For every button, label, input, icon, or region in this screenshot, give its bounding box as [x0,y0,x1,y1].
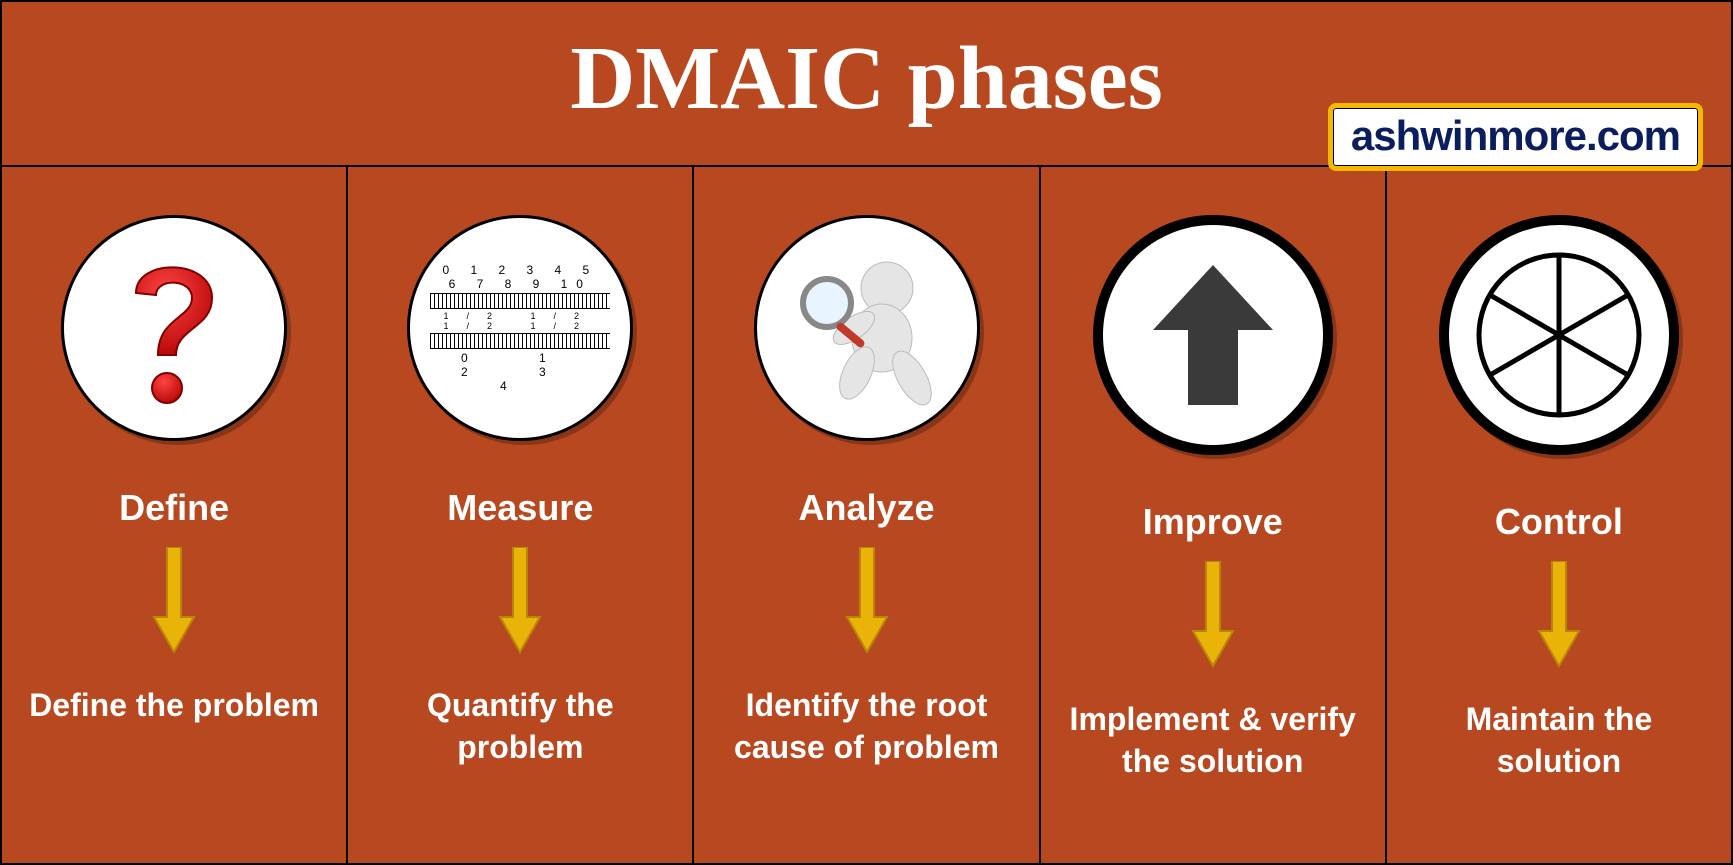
ruler-ticks [430,293,610,309]
phase-description: Implement & verify the solution [1041,699,1385,782]
page-title: DMAIC phases [570,27,1163,130]
down-arrow-icon [149,547,199,657]
phase-col-define: Define Define the problem [2,167,348,863]
ruler-half-labels: 1/2 1/2 1/2 1/2 [430,311,610,331]
phase-name: Analyze [798,487,934,529]
ruler-icon: 0 1 2 3 4 5 6 7 8 9 10 1/2 1/2 1/2 1/2 0… [430,263,610,393]
down-arrow-icon [1188,561,1238,671]
phase-description: Identify the root cause of problem [694,685,1038,768]
source-badge-text: ashwinmore.com [1351,112,1680,159]
down-arrow-icon [495,547,545,657]
phase-name: Control [1495,501,1623,543]
ruler-ticks [430,333,610,349]
up-arrow-icon [1138,255,1288,415]
phases-row: Define Define the problem 0 1 2 3 4 5 6 … [2,167,1731,863]
ruler-bottom-scale: 0 1 2 3 4 [430,351,610,393]
phase-col-improve: Improve Implement & verify the solution [1041,167,1387,863]
phase-description: Maintain the solution [1387,699,1731,782]
phase-col-control: Control Maintain the solution [1387,167,1731,863]
phase-icon-circle: 0 1 2 3 4 5 6 7 8 9 10 1/2 1/2 1/2 1/2 0… [407,215,633,441]
down-arrow-icon [842,547,892,657]
header-bar: DMAIC phases ashwinmore.com [2,2,1731,167]
phase-icon-circle [754,215,980,441]
magnifier-figure-icon [772,233,962,423]
source-badge: ashwinmore.com [1328,103,1703,171]
phase-col-analyze: Analyze Identify the root cause of probl… [694,167,1040,863]
wheel-icon [1464,240,1654,430]
infographic-root: DMAIC phases ashwinmore.com Define Defin… [0,0,1733,865]
phase-icon-circle [1439,215,1679,455]
question-mark-icon [104,243,244,413]
phase-col-measure: 0 1 2 3 4 5 6 7 8 9 10 1/2 1/2 1/2 1/2 0… [348,167,694,863]
phase-icon-circle [1093,215,1333,455]
phase-name: Improve [1143,501,1283,543]
ruler-top-scale: 0 1 2 3 4 5 6 7 8 9 10 [430,263,610,291]
down-arrow-icon [1534,561,1584,671]
phase-name: Define [119,487,229,529]
phase-description: Define the problem [11,685,337,727]
phase-icon-circle [61,215,287,441]
phase-description: Quantify the problem [348,685,692,768]
phase-name: Measure [447,487,593,529]
